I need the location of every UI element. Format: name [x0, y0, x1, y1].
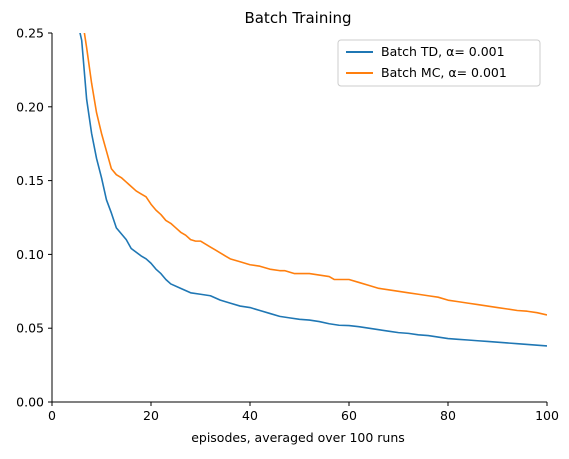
- x-tick-label: 80: [440, 408, 456, 423]
- y-tick-label: 0.00: [16, 395, 44, 410]
- y-tick-label: 0.25: [16, 26, 44, 41]
- series-line-1: [83, 33, 547, 316]
- legend-label-mc: Batch MC, α= 0.001: [381, 65, 507, 80]
- x-tick-label: 100: [535, 408, 559, 423]
- plot-lines: [79, 33, 547, 347]
- x-tick-label: 60: [341, 408, 357, 423]
- y-tick-label: 0.20: [16, 99, 44, 114]
- series-line-0: [79, 33, 547, 347]
- x-tick-label: 40: [242, 408, 258, 423]
- chart-title: Batch Training: [244, 9, 351, 27]
- y-tick-label: 0.10: [16, 247, 44, 262]
- legend-frame: [337, 39, 541, 87]
- x-axis-label: episodes, averaged over 100 runs: [191, 430, 405, 445]
- x-tick-label: 20: [143, 408, 159, 423]
- y-axis-ticks: 0.00 0.05 0.10 0.15 0.20 0.25: [16, 26, 52, 410]
- legend-label-td: Batch TD, α= 0.001: [381, 44, 505, 59]
- x-tick-label: 0: [48, 408, 56, 423]
- legend: Batch TD, α= 0.001 Batch MC, α= 0.001: [337, 39, 541, 87]
- y-tick-label: 0.05: [16, 321, 44, 336]
- y-tick-label: 0.15: [16, 173, 44, 188]
- x-axis-ticks: 0 20 40 60 80 100: [48, 402, 559, 423]
